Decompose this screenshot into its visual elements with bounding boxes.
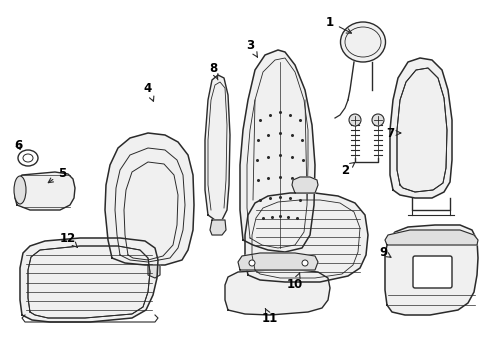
Text: 12: 12 [60,231,77,247]
Ellipse shape [341,22,386,62]
Text: 7: 7 [386,126,401,140]
Text: 8: 8 [209,62,218,80]
Ellipse shape [23,154,33,162]
Polygon shape [210,220,226,235]
Circle shape [302,260,308,266]
Ellipse shape [14,176,26,204]
Text: 1: 1 [326,15,351,33]
Circle shape [349,114,361,126]
Text: 3: 3 [246,39,257,57]
Polygon shape [240,50,315,252]
Circle shape [372,114,384,126]
Polygon shape [105,133,194,265]
FancyBboxPatch shape [413,256,452,288]
Polygon shape [205,75,230,220]
Polygon shape [245,193,368,282]
Polygon shape [15,172,75,210]
Polygon shape [238,253,318,270]
Ellipse shape [345,27,381,57]
Text: 9: 9 [379,246,391,258]
Text: 11: 11 [262,309,278,324]
Polygon shape [148,265,160,278]
Polygon shape [385,230,478,245]
Text: 4: 4 [144,81,154,101]
Text: 6: 6 [14,139,22,152]
Text: 10: 10 [287,273,303,292]
Polygon shape [225,270,330,315]
Polygon shape [390,58,452,198]
Circle shape [249,260,255,266]
Text: 5: 5 [49,166,66,183]
Polygon shape [385,225,478,315]
Polygon shape [292,177,318,193]
Text: 2: 2 [341,162,355,176]
Ellipse shape [18,150,38,166]
Polygon shape [20,238,158,322]
